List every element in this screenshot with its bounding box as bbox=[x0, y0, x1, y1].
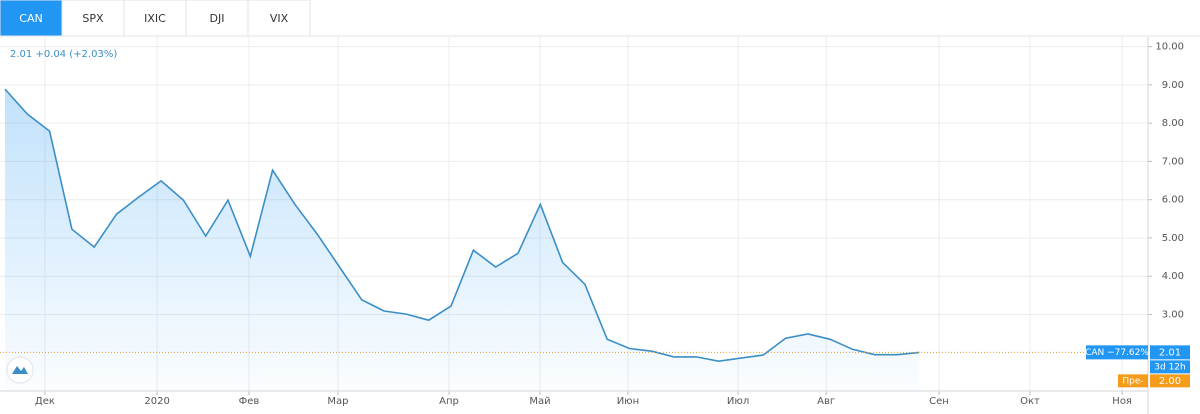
x-tick-label: Авг bbox=[817, 396, 835, 407]
x-tick-label: Май bbox=[529, 396, 550, 407]
tab-bar: CAN SPX IXIC DJI VIX bbox=[0, 0, 311, 37]
tab-label: IXIC bbox=[144, 12, 166, 25]
premarket-price-bg bbox=[1150, 374, 1190, 388]
badge-name-bg bbox=[1086, 345, 1148, 360]
tab[interactable]: DJI bbox=[185, 0, 249, 37]
tab-label: CAN bbox=[19, 12, 42, 25]
y-tick-label: 7.00 bbox=[1162, 156, 1184, 167]
badge-price-bg bbox=[1150, 345, 1190, 360]
badge-name: CAN −77.62% bbox=[1085, 348, 1149, 358]
area bbox=[5, 89, 920, 391]
logo bbox=[6, 356, 34, 384]
y-tick-label: 10.00 bbox=[1155, 42, 1184, 53]
tab[interactable]: CAN bbox=[0, 0, 63, 37]
x-tick-label: Дек bbox=[35, 396, 55, 407]
x-tick-label: Июл bbox=[727, 396, 749, 407]
quote: 2.01 +0.04 (+2.03%) bbox=[10, 49, 117, 60]
y-tick-label: 5.00 bbox=[1162, 233, 1184, 244]
tab-label: SPX bbox=[82, 12, 104, 25]
premarket-label: Пре- bbox=[1122, 376, 1143, 386]
tab[interactable]: SPX bbox=[61, 0, 125, 37]
line bbox=[4, 88, 920, 363]
x-tick-label: Мар bbox=[327, 396, 348, 407]
x-tick-label: 2020 bbox=[144, 396, 169, 407]
tab-background bbox=[247, 0, 311, 37]
badge-price: 2.01 bbox=[1159, 347, 1181, 358]
x-tick-label: Ноя bbox=[1112, 396, 1132, 407]
y-tick-label: 6.00 bbox=[1162, 195, 1184, 206]
tab-label: DJI bbox=[210, 12, 225, 25]
x-tick-label: Фев bbox=[239, 396, 260, 407]
premarket-price: 2.00 bbox=[1159, 376, 1181, 387]
plot bbox=[0, 88, 1148, 391]
tab-background bbox=[123, 0, 187, 37]
tab-background bbox=[0, 0, 63, 37]
tab-label: VIX bbox=[270, 12, 289, 25]
price-badges: CAN −77.62% 2.01 3d 12h Пре- 2.00 bbox=[1085, 345, 1190, 388]
tab[interactable]: VIX bbox=[247, 0, 311, 37]
y-tick-label: 8.00 bbox=[1162, 118, 1184, 129]
y-tick-label: 3.00 bbox=[1162, 309, 1184, 320]
x-tick-label: Сен bbox=[929, 396, 949, 407]
x-tick-label: Апр bbox=[439, 396, 459, 407]
y-tick-label: 4.00 bbox=[1162, 271, 1184, 282]
countdown: 3d 12h bbox=[1154, 362, 1185, 372]
premarket-label-bg bbox=[1118, 374, 1148, 388]
countdown-bg bbox=[1150, 360, 1190, 374]
y-tick-label: 9.00 bbox=[1162, 80, 1184, 91]
x-tick-label: Окт bbox=[1020, 396, 1040, 407]
tab[interactable]: IXIC bbox=[123, 0, 187, 37]
x-tick-label: Июн bbox=[617, 396, 639, 407]
